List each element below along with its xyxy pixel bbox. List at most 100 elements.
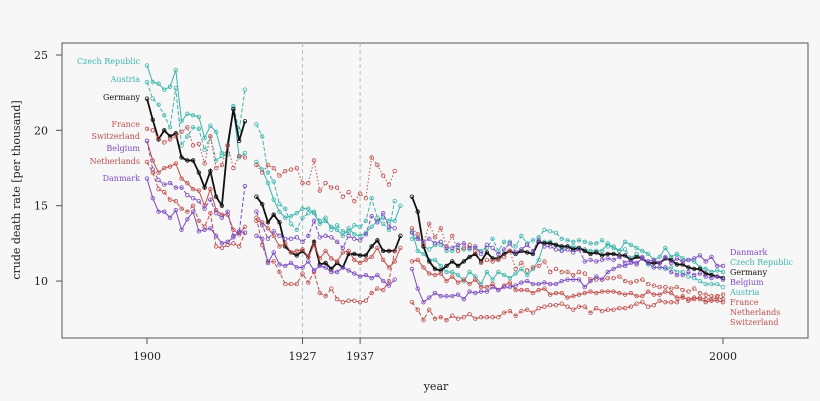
data-point bbox=[421, 239, 426, 245]
data-point bbox=[605, 275, 610, 281]
data-point bbox=[703, 296, 708, 302]
data-point bbox=[369, 244, 374, 249]
data-point bbox=[594, 290, 599, 296]
data-point bbox=[386, 283, 392, 288]
data-point bbox=[657, 254, 662, 260]
left-series-label: Austria bbox=[110, 75, 141, 84]
data-point bbox=[415, 236, 420, 242]
data-point bbox=[213, 233, 219, 239]
data-point bbox=[438, 293, 443, 299]
data-point bbox=[703, 299, 708, 305]
data-point bbox=[346, 189, 351, 195]
data-point bbox=[611, 289, 616, 294]
data-point bbox=[213, 165, 219, 171]
data-point bbox=[645, 251, 651, 257]
data-point bbox=[594, 250, 599, 255]
data-point bbox=[594, 277, 599, 282]
data-point bbox=[496, 256, 501, 261]
data-point bbox=[715, 281, 720, 287]
data-point bbox=[536, 235, 541, 240]
data-point bbox=[645, 289, 651, 294]
data-point bbox=[156, 102, 161, 107]
data-point bbox=[524, 307, 530, 312]
data-point bbox=[173, 161, 178, 166]
x-tick-label: 1900 bbox=[133, 350, 161, 363]
left-series-label: France bbox=[111, 120, 140, 129]
data-point bbox=[548, 229, 553, 234]
data-point bbox=[236, 155, 242, 160]
x-tick-label: 1937 bbox=[346, 350, 374, 363]
data-point bbox=[622, 278, 628, 284]
data-point bbox=[559, 236, 564, 242]
data-point bbox=[254, 209, 259, 214]
data-point bbox=[190, 113, 196, 118]
data-point bbox=[720, 269, 726, 275]
left-series-label: Germany bbox=[103, 93, 140, 102]
data-point bbox=[254, 194, 259, 199]
data-point bbox=[185, 192, 190, 198]
data-point bbox=[438, 263, 443, 269]
data-point bbox=[317, 188, 322, 193]
data-point bbox=[473, 290, 478, 296]
data-point bbox=[651, 283, 657, 288]
data-point bbox=[576, 292, 582, 297]
data-point bbox=[484, 242, 490, 248]
data-point bbox=[692, 256, 697, 261]
data-point bbox=[622, 292, 628, 297]
data-point bbox=[260, 236, 265, 242]
data-point bbox=[369, 195, 374, 201]
series-netherlands bbox=[144, 159, 726, 323]
data-point bbox=[352, 223, 357, 228]
data-point bbox=[674, 256, 680, 261]
data-point bbox=[628, 290, 634, 296]
data-point bbox=[265, 226, 271, 231]
data-point bbox=[668, 254, 674, 260]
data-point bbox=[196, 141, 202, 147]
data-point bbox=[617, 305, 622, 311]
right-series-label: Czech Republic bbox=[730, 258, 794, 267]
data-point bbox=[167, 137, 173, 142]
data-point bbox=[329, 235, 334, 240]
data-point bbox=[357, 260, 363, 266]
right-series-label: Netherlands bbox=[730, 308, 780, 317]
data-point bbox=[490, 284, 495, 290]
data-point bbox=[703, 271, 708, 276]
series-line bbox=[146, 126, 246, 170]
data-point bbox=[473, 274, 478, 279]
data-point bbox=[720, 277, 726, 282]
data-point bbox=[530, 248, 536, 254]
data-point bbox=[496, 287, 501, 293]
data-point bbox=[513, 283, 518, 288]
data-point bbox=[432, 272, 438, 278]
data-point bbox=[144, 159, 150, 165]
data-point bbox=[450, 248, 455, 254]
data-point bbox=[571, 293, 576, 299]
data-point bbox=[306, 180, 311, 186]
data-point bbox=[334, 239, 340, 245]
data-point bbox=[576, 245, 582, 251]
data-point bbox=[363, 218, 369, 223]
data-point bbox=[490, 236, 495, 242]
data-point bbox=[329, 227, 334, 233]
data-point bbox=[709, 275, 714, 281]
data-point bbox=[594, 305, 599, 311]
data-point bbox=[352, 236, 357, 242]
data-point bbox=[185, 111, 190, 116]
data-point bbox=[715, 268, 720, 273]
data-point bbox=[524, 278, 530, 284]
data-point bbox=[553, 281, 559, 287]
data-point bbox=[288, 281, 294, 287]
data-point bbox=[611, 244, 616, 249]
data-point bbox=[277, 233, 282, 239]
data-point bbox=[657, 298, 662, 303]
data-point bbox=[519, 280, 524, 285]
data-point bbox=[501, 254, 507, 260]
data-point bbox=[375, 215, 380, 220]
data-point bbox=[294, 281, 299, 287]
data-point bbox=[369, 290, 374, 296]
data-point bbox=[346, 298, 351, 303]
series-line bbox=[255, 211, 395, 249]
data-point bbox=[311, 242, 317, 248]
data-point bbox=[622, 305, 628, 311]
data-point bbox=[640, 256, 645, 261]
